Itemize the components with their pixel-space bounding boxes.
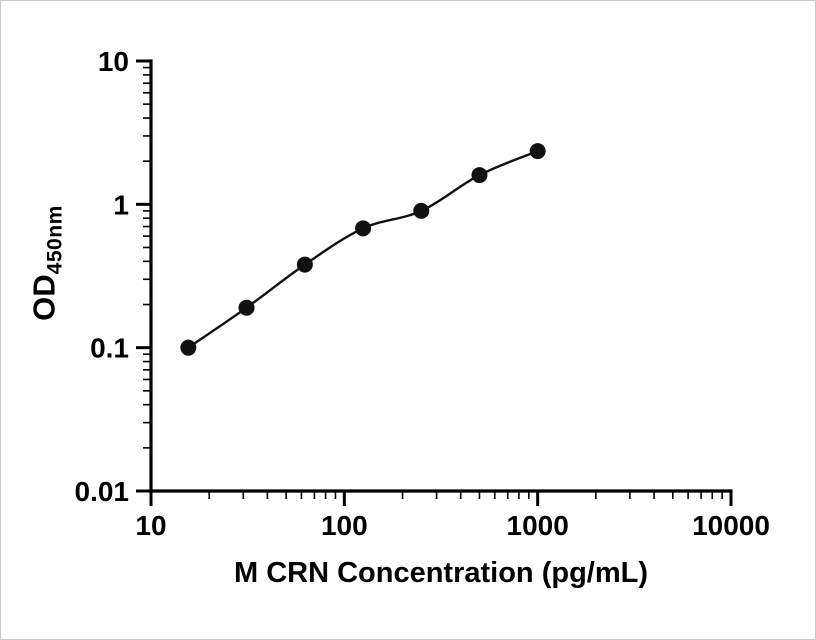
x-axis-title: M CRN Concentration (pg/mL) — [233, 557, 648, 589]
y-tick-label: 0.1 — [90, 333, 129, 364]
x-tick-label: 10000 — [692, 510, 770, 541]
y-tick-label: 10 — [98, 46, 129, 77]
data-point — [180, 339, 197, 356]
data-point — [355, 220, 372, 237]
x-tick-label: 1000 — [507, 510, 569, 541]
y-axis-title-subscript: 450nm — [43, 205, 67, 275]
y-axis-title: OD450nm — [27, 205, 68, 321]
data-point — [296, 256, 313, 273]
x-tick-label: 10 — [135, 510, 166, 541]
y-tick-label: 1 — [113, 189, 129, 220]
data-point — [529, 143, 546, 160]
y-axis-title-main: OD — [26, 274, 62, 321]
x-tick-label: 100 — [321, 510, 368, 541]
fit-curve — [187, 149, 539, 349]
data-point — [413, 202, 430, 219]
data-point — [471, 167, 488, 184]
data-point — [238, 299, 255, 316]
y-tick-label: 0.01 — [75, 476, 130, 507]
